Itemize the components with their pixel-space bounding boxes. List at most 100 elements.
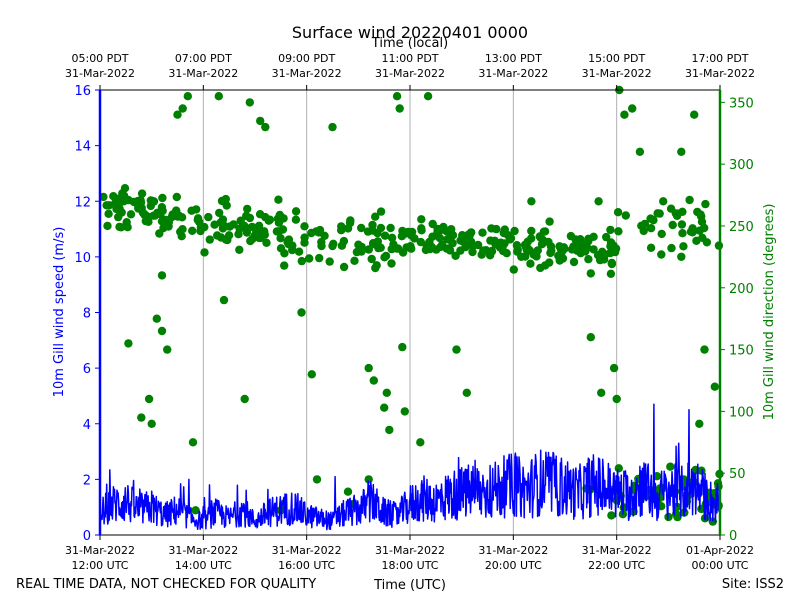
direction-point bbox=[439, 222, 448, 232]
bottom-tick-label: 01-Apr-2022 bbox=[686, 544, 754, 557]
direction-point bbox=[137, 413, 146, 422]
direction-point bbox=[256, 116, 265, 126]
direction-point bbox=[174, 211, 183, 220]
direction-point bbox=[238, 222, 248, 231]
direction-point bbox=[188, 226, 197, 235]
direction-point bbox=[243, 204, 252, 214]
direction-point bbox=[478, 228, 487, 237]
direction-point bbox=[423, 92, 433, 101]
direction-point bbox=[513, 245, 522, 254]
direction-point bbox=[371, 212, 380, 221]
direction-point bbox=[667, 243, 676, 253]
direction-point bbox=[400, 407, 409, 416]
top-axis-label: Time (local) bbox=[371, 36, 448, 51]
top-tick-label: 05:00 PDT bbox=[71, 52, 128, 65]
top-tick-label: 31-Mar-2022 bbox=[375, 67, 445, 80]
direction-point bbox=[312, 475, 322, 484]
left-tick-label: 10 bbox=[74, 251, 91, 266]
direction-point bbox=[698, 233, 707, 242]
direction-point bbox=[523, 244, 533, 253]
direction-point bbox=[607, 511, 616, 520]
direction-point bbox=[315, 253, 324, 263]
direction-point bbox=[666, 462, 675, 471]
direction-point bbox=[157, 326, 167, 336]
direction-point bbox=[122, 218, 131, 227]
direction-point bbox=[646, 243, 656, 252]
direction-point bbox=[584, 255, 593, 264]
direction-point bbox=[144, 217, 153, 226]
direction-point bbox=[614, 464, 623, 473]
direction-point bbox=[214, 92, 223, 101]
direction-point bbox=[291, 215, 301, 224]
direction-point bbox=[417, 215, 426, 224]
direction-point bbox=[432, 245, 441, 254]
direction-point bbox=[118, 189, 127, 198]
top-tick-label: 07:00 PDT bbox=[175, 52, 232, 65]
direction-point bbox=[407, 244, 416, 253]
direction-point bbox=[521, 252, 530, 261]
direction-point bbox=[527, 226, 536, 236]
direction-point bbox=[569, 257, 579, 267]
direction-point bbox=[465, 231, 474, 240]
direction-point bbox=[678, 229, 687, 238]
direction-point bbox=[398, 248, 408, 257]
direction-point bbox=[218, 215, 228, 224]
left-tick-label: 16 bbox=[74, 84, 91, 99]
direction-point bbox=[373, 237, 382, 246]
direction-point bbox=[246, 236, 255, 246]
direction-point bbox=[350, 256, 359, 265]
bottom-tick-label: 18:00 UTC bbox=[381, 559, 438, 572]
direction-point bbox=[385, 425, 394, 435]
direction-point bbox=[155, 229, 164, 238]
top-tick-label: 31-Mar-2022 bbox=[168, 67, 238, 80]
left-tick-label: 6 bbox=[83, 362, 91, 377]
direction-point bbox=[339, 262, 349, 272]
direction-point bbox=[655, 209, 664, 218]
direction-point bbox=[572, 246, 582, 255]
direction-point bbox=[376, 207, 386, 216]
direction-point bbox=[176, 227, 185, 236]
direction-point bbox=[594, 197, 603, 206]
direction-point bbox=[701, 199, 710, 209]
direction-point bbox=[657, 250, 666, 259]
direction-point bbox=[315, 225, 325, 235]
direction-point bbox=[305, 254, 314, 263]
direction-point bbox=[173, 110, 182, 119]
top-tick-label: 31-Mar-2022 bbox=[582, 67, 652, 80]
direction-point bbox=[451, 251, 460, 260]
direction-point bbox=[183, 92, 192, 101]
direction-point bbox=[276, 234, 285, 243]
direction-point bbox=[300, 222, 309, 231]
top-tick-label: 11:00 PDT bbox=[381, 52, 438, 65]
direction-point bbox=[297, 308, 306, 317]
direction-point bbox=[677, 252, 686, 261]
direction-point bbox=[245, 213, 255, 223]
bottom-tick-label: 31-Mar-2022 bbox=[65, 544, 135, 557]
direction-point bbox=[279, 214, 288, 223]
direction-point bbox=[248, 222, 257, 232]
direction-point bbox=[115, 204, 124, 213]
direction-point bbox=[114, 212, 123, 222]
direction-point bbox=[597, 388, 606, 397]
direction-point bbox=[685, 195, 694, 205]
direction-point bbox=[317, 241, 326, 251]
direction-point bbox=[502, 249, 511, 258]
direction-point bbox=[137, 189, 147, 198]
direction-point bbox=[152, 314, 161, 323]
left-axis-label: 10m Gill wind speed (m/s) bbox=[52, 227, 67, 398]
direction-point bbox=[668, 220, 677, 230]
direction-point bbox=[254, 221, 264, 230]
direction-point bbox=[364, 363, 373, 373]
direction-point bbox=[216, 233, 226, 242]
right-axis-label: 10m Gill wind direction (degrees) bbox=[762, 204, 777, 421]
direction-point bbox=[606, 225, 615, 235]
direction-point bbox=[602, 232, 611, 242]
direction-point bbox=[144, 394, 154, 404]
direction-point bbox=[671, 209, 680, 218]
direction-point bbox=[539, 227, 549, 236]
direction-point bbox=[606, 242, 615, 251]
direction-point bbox=[294, 247, 304, 256]
top-tick-label: 09:00 PDT bbox=[278, 52, 335, 65]
direction-point bbox=[126, 210, 136, 219]
